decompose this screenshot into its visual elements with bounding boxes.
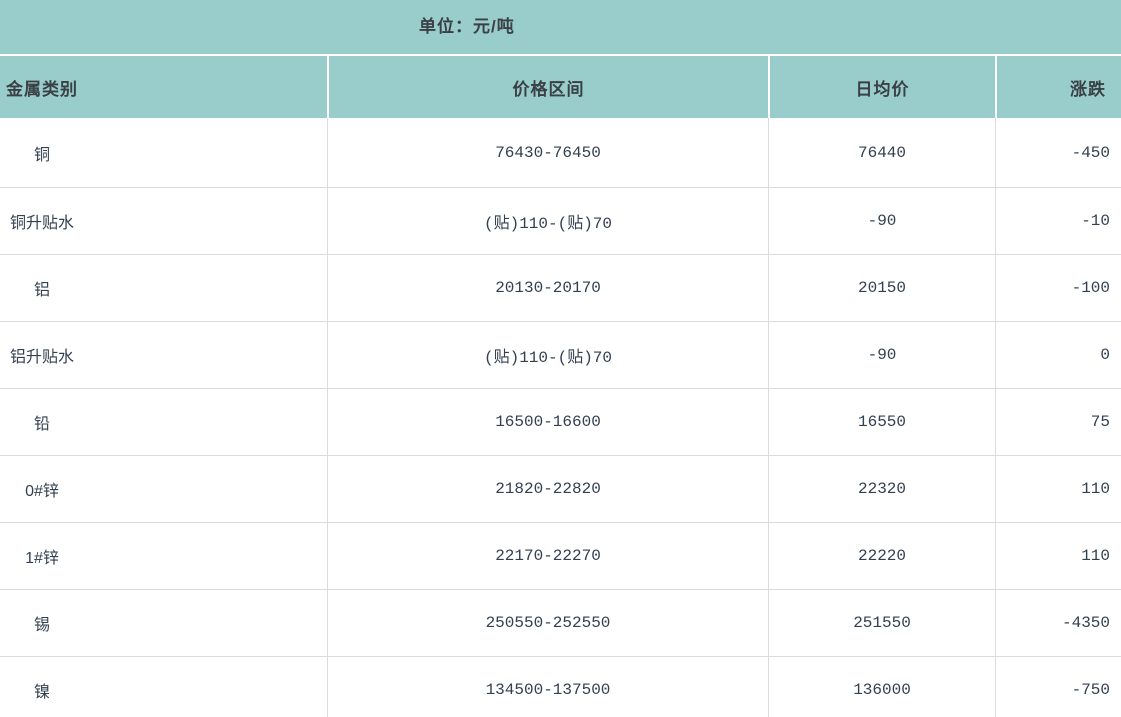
metal-name: 铜 (33, 146, 50, 164)
metal-name: 铝 (33, 282, 50, 299)
price-range-cell: 21820-22820 (327, 456, 768, 522)
daily-average-cell: 76440 (768, 118, 995, 187)
metal-name-cell: 镍 (0, 657, 327, 717)
table-row: 镍 134500-137500 136000 -750 (0, 657, 1121, 717)
header-label-metal-category: 金属类别 (6, 79, 78, 99)
daily-average-cell: 22320 (768, 456, 995, 522)
metal-name: 铝升贴水 (9, 349, 74, 366)
unit-caption: 单位：元/吨 (419, 17, 515, 36)
table-row: 铜 76430-76450 76440 -450 (0, 118, 1121, 188)
change-cell: 110 (995, 456, 1121, 522)
change-cell: 0 (995, 322, 1121, 388)
table-row: 铝 20130-20170 20150 -100 (0, 255, 1121, 322)
change-cell: -450 (995, 118, 1121, 187)
price-range-cell: (贴)110-(贴)70 (327, 188, 768, 254)
metal-name-cell: 铝升贴水 (0, 322, 327, 388)
header-cell-price-range: 价格区间 (327, 56, 768, 118)
header-cell-change: 涨跌 (995, 56, 1121, 118)
table-row: 铝升贴水 (贴)110-(贴)70 -90 0 (0, 322, 1121, 389)
daily-average-cell: 16550 (768, 389, 995, 455)
metal-name: 1#锌 (25, 550, 59, 567)
metal-name: 0#锌 (25, 483, 59, 500)
daily-average-cell: 20150 (768, 255, 995, 321)
metal-name-cell: 铝 (0, 255, 327, 321)
table-row: 0#锌 21820-22820 22320 110 (0, 456, 1121, 523)
header-cell-metal-category: 金属类别 (0, 56, 327, 118)
metal-name-cell: 锡 (0, 590, 327, 656)
unit-caption-band: 单位：元/吨 (0, 0, 1121, 56)
metal-name: 铅 (33, 416, 50, 433)
change-cell: -4350 (995, 590, 1121, 656)
change-cell: -750 (995, 657, 1121, 717)
metal-name-cell: 铜 (0, 118, 327, 187)
metal-name: 铜升贴水 (9, 215, 74, 232)
change-cell: -10 (995, 188, 1121, 254)
table-row: 锡 250550-252550 251550 -4350 (0, 590, 1121, 657)
metal-name-cell: 0#锌 (0, 456, 327, 522)
price-range-cell: 20130-20170 (327, 255, 768, 321)
metal-name-cell: 铜升贴水 (0, 188, 327, 254)
table-row: 铜升贴水 (贴)110-(贴)70 -90 -10 (0, 188, 1121, 255)
header-cell-daily-average: 日均价 (768, 56, 995, 118)
table-row: 铅 16500-16600 16550 75 (0, 389, 1121, 456)
daily-average-cell: 136000 (768, 657, 995, 717)
metal-name-cell: 1#锌 (0, 523, 327, 589)
table-row: 1#锌 22170-22270 22220 110 (0, 523, 1121, 590)
price-range-cell: 76430-76450 (327, 118, 768, 187)
daily-average-cell: 251550 (768, 590, 995, 656)
daily-average-cell: -90 (768, 322, 995, 388)
metal-name: 锡 (33, 617, 50, 634)
change-cell: 110 (995, 523, 1121, 589)
metal-name: 镍 (33, 684, 50, 701)
change-cell: 75 (995, 389, 1121, 455)
price-range-cell: 134500-137500 (327, 657, 768, 717)
price-range-cell: 250550-252550 (327, 590, 768, 656)
change-cell: -100 (995, 255, 1121, 321)
table-body: 铜 76430-76450 76440 -450 铜升贴水 (贴)110-(贴)… (0, 118, 1121, 717)
metal-name-cell: 铅 (0, 389, 327, 455)
daily-average-cell: 22220 (768, 523, 995, 589)
price-range-cell: 22170-22270 (327, 523, 768, 589)
price-range-cell: 16500-16600 (327, 389, 768, 455)
daily-average-cell: -90 (768, 188, 995, 254)
price-range-cell: (贴)110-(贴)70 (327, 322, 768, 388)
table-header-row: 金属类别 价格区间 日均价 涨跌 (0, 56, 1121, 118)
